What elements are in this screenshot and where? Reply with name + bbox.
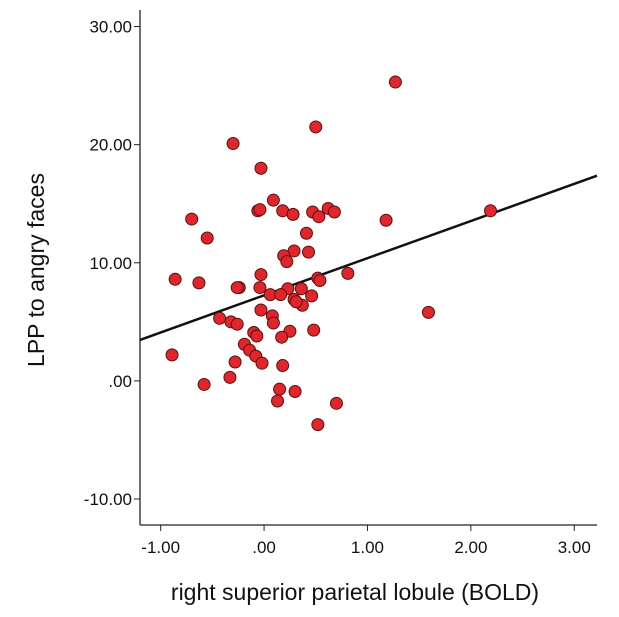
data-point bbox=[274, 288, 288, 302]
data-point bbox=[254, 303, 268, 317]
x-tick-label: -1.00 bbox=[141, 538, 180, 557]
data-point bbox=[312, 210, 326, 224]
x-tick-label: 1.00 bbox=[351, 538, 384, 557]
y-axis-title: LPP to angry faces bbox=[23, 173, 49, 367]
data-point bbox=[309, 120, 323, 134]
data-point bbox=[286, 207, 300, 221]
x-axis-title: right superior parietal lobule (BOLD) bbox=[171, 579, 539, 605]
data-point bbox=[230, 281, 244, 295]
data-point bbox=[250, 329, 264, 343]
data-point bbox=[484, 204, 498, 218]
data-point bbox=[254, 161, 268, 175]
data-point bbox=[327, 205, 341, 219]
data-point bbox=[266, 316, 280, 330]
data-point bbox=[311, 418, 325, 432]
x-tick-label: .00 bbox=[252, 538, 276, 557]
data-point bbox=[185, 212, 199, 226]
data-point bbox=[313, 273, 327, 287]
data-point bbox=[276, 359, 290, 373]
x-tick-label: 2.00 bbox=[454, 538, 487, 557]
data-point bbox=[388, 75, 402, 89]
y-tick-label: 10.00 bbox=[89, 254, 132, 273]
data-point bbox=[165, 348, 179, 362]
data-point bbox=[255, 356, 269, 370]
y-tick-label: .00 bbox=[108, 372, 132, 391]
data-point bbox=[379, 213, 393, 227]
data-point bbox=[254, 268, 268, 282]
data-point bbox=[329, 396, 343, 410]
data-point bbox=[275, 330, 289, 344]
y-tick-label: 30.00 bbox=[89, 18, 132, 37]
data-point bbox=[228, 355, 242, 369]
data-point bbox=[168, 272, 182, 286]
data-point bbox=[307, 323, 321, 337]
data-point bbox=[421, 305, 435, 319]
data-point bbox=[280, 255, 294, 269]
data-point bbox=[197, 377, 211, 391]
x-tick-label: 3.00 bbox=[558, 538, 591, 557]
data-point bbox=[299, 226, 313, 240]
data-point bbox=[271, 394, 285, 408]
data-point bbox=[266, 193, 280, 207]
data-point bbox=[305, 289, 319, 303]
data-point bbox=[226, 136, 240, 150]
data-point bbox=[253, 203, 267, 217]
y-tick-label: -10.00 bbox=[84, 490, 132, 509]
data-point bbox=[288, 385, 302, 399]
data-point bbox=[289, 295, 303, 309]
data-point bbox=[230, 317, 244, 331]
data-point bbox=[223, 370, 237, 384]
data-point bbox=[273, 382, 287, 396]
data-point bbox=[192, 276, 206, 290]
data-point bbox=[200, 231, 214, 245]
y-tick-label: 20.00 bbox=[89, 136, 132, 155]
data-point bbox=[341, 266, 355, 280]
regression-line bbox=[139, 174, 598, 342]
data-point bbox=[294, 282, 308, 296]
data-point bbox=[253, 281, 267, 295]
data-point bbox=[302, 245, 316, 259]
data-point bbox=[213, 311, 227, 325]
